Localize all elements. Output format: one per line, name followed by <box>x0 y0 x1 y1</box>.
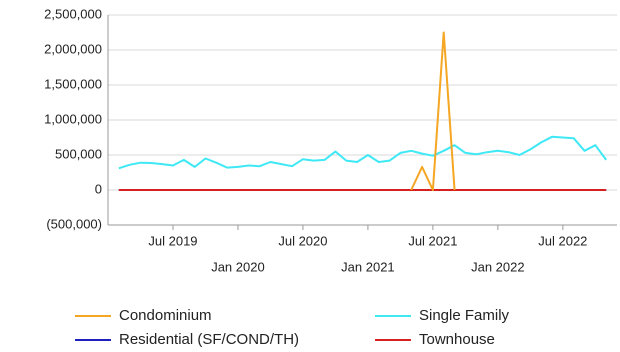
x-tick-label: Jul 2020 <box>278 233 327 248</box>
y-tick-label: 2,500,000 <box>44 6 102 21</box>
legend-label: Residential (SF/COND/TH) <box>119 331 299 348</box>
series-line <box>410 31 456 191</box>
legend-label: Single Family <box>419 307 510 324</box>
legend-label: Townhouse <box>419 331 495 348</box>
y-tick-label: 0 <box>95 181 102 196</box>
y-tick-label: 1,000,000 <box>44 111 102 126</box>
x-tick-label: Jan 2021 <box>341 259 395 274</box>
x-tick-label: Jul 2022 <box>538 233 587 248</box>
series-line <box>118 135 607 170</box>
y-tick-label: 1,500,000 <box>44 76 102 91</box>
x-tick-label: Jan 2022 <box>471 259 525 274</box>
legend-label: Condominium <box>119 307 212 324</box>
x-tick-label: Jan 2020 <box>211 259 265 274</box>
y-tick-label: (500,000) <box>46 216 102 231</box>
x-tick-label: Jul 2021 <box>408 233 457 248</box>
x-tick-label: Jul 2019 <box>148 233 197 248</box>
y-tick-label: 2,000,000 <box>44 41 102 56</box>
y-tick-label: 500,000 <box>55 146 102 161</box>
